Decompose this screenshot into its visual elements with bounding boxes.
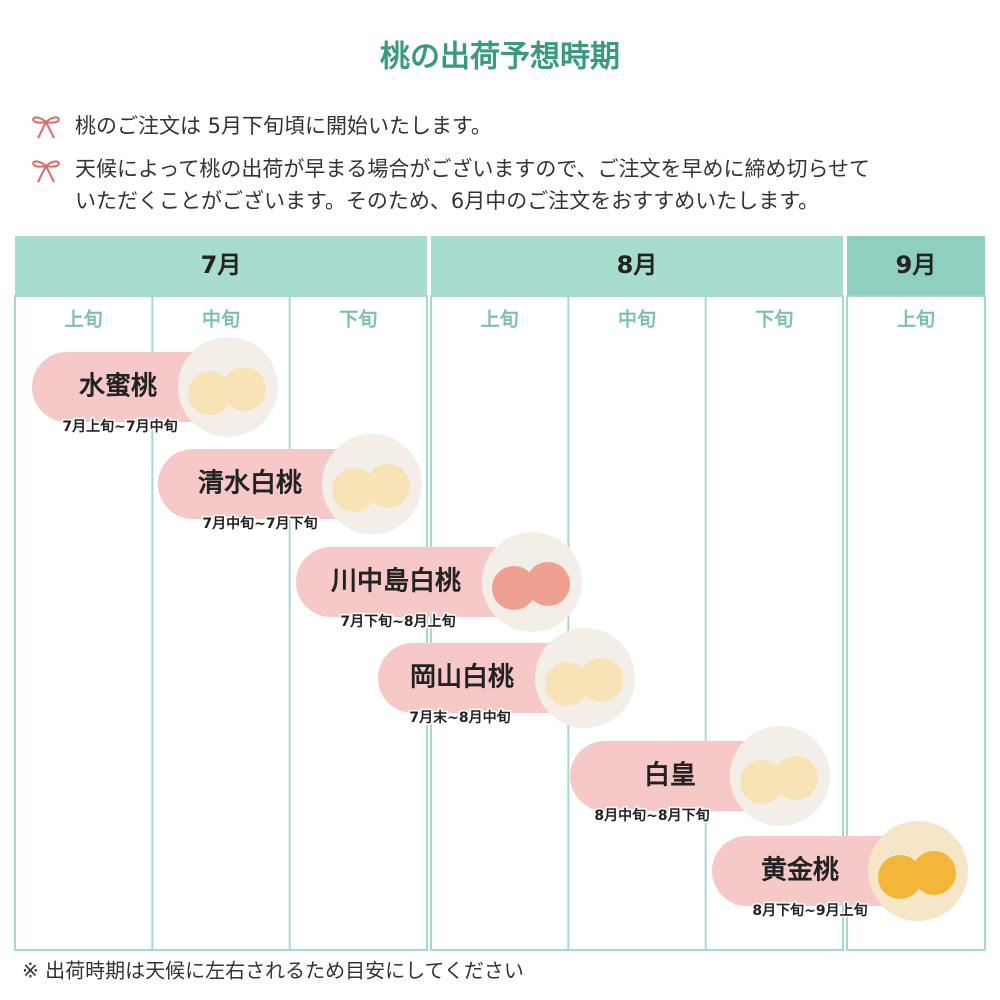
variety-period: 7月下旬~8月上旬 — [340, 613, 455, 630]
peach — [878, 855, 922, 899]
variety-name: 岡山白桃 — [410, 662, 514, 693]
peach — [492, 566, 536, 610]
month-label: 8月 — [617, 251, 658, 279]
variety-name: 水蜜桃 — [79, 371, 157, 402]
period-label: 上旬 — [897, 308, 935, 331]
note: 桃のご注文は 5月下旬頃に開始いたします。 — [75, 114, 492, 138]
note: いただくことがございます。そのため、6月中のご注文をおすすめいたします。 — [75, 189, 819, 213]
variety-name: 清水白桃 — [198, 468, 302, 499]
peach — [545, 662, 589, 706]
peach — [332, 468, 376, 512]
variety-period: 7月中旬~7月下旬 — [202, 515, 317, 532]
period-label: 中旬 — [202, 308, 240, 331]
period-label: 下旬 — [339, 308, 377, 331]
variety-pill — [712, 836, 915, 906]
variety-pill — [158, 449, 375, 519]
peach — [774, 756, 818, 800]
variety-pill — [378, 643, 585, 713]
note: 天候によって桃の出荷が早まる場合がございますので、ご注文を早めに締め切らせて — [75, 157, 870, 181]
variety-name: 黄金桃 — [761, 855, 839, 886]
variety-period: 8月中旬~8月下旬 — [594, 807, 709, 824]
month-header — [431, 236, 843, 296]
footnote: ※ 出荷時期は天候に左右されるため目安にしてください — [22, 959, 524, 983]
variety-period: 8月下旬~9月上旬 — [752, 902, 867, 919]
peach — [526, 562, 570, 606]
period-label: 上旬 — [65, 308, 103, 331]
peach — [740, 760, 784, 804]
month-header — [847, 236, 985, 296]
variety-period: 7月末~8月中旬 — [409, 709, 510, 726]
variety-pill — [570, 741, 780, 811]
period-label: 上旬 — [481, 308, 519, 331]
variety-name: 川中島白桃 — [331, 566, 461, 597]
title: 桃の出荷予想時期 — [380, 40, 620, 75]
peach — [222, 367, 266, 411]
variety-period: 7月上旬~7月中旬 — [62, 418, 177, 435]
period-label: 下旬 — [755, 308, 793, 331]
variety-pill — [296, 547, 530, 617]
peach — [188, 371, 232, 415]
month-header — [15, 236, 427, 296]
peach — [912, 851, 956, 895]
month-body — [430, 295, 844, 951]
ribbon-icon — [32, 160, 60, 183]
peach — [366, 464, 410, 508]
peach — [579, 658, 623, 702]
variety-pill — [32, 352, 230, 422]
month-label: 9月 — [896, 251, 937, 279]
period-label: 中旬 — [618, 308, 656, 331]
month-label: 7月 — [201, 251, 242, 279]
variety-name: 白皇 — [644, 760, 696, 791]
ribbon-icon — [32, 116, 60, 139]
